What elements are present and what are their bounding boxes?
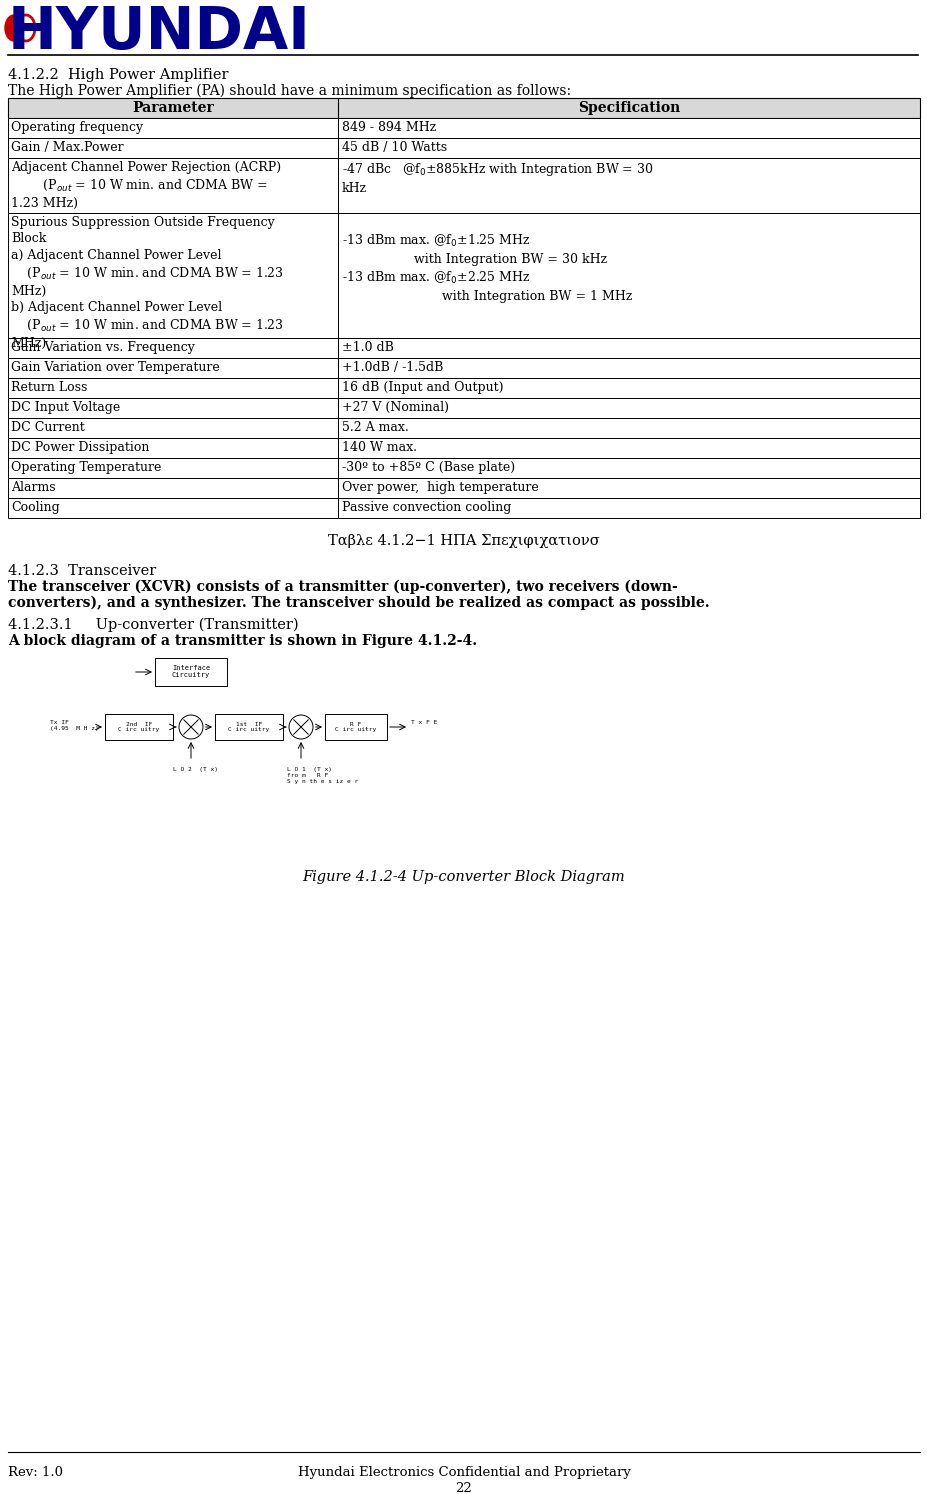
Text: Parameter: Parameter [132,102,213,115]
Bar [8,459,337,478]
Bar [337,214,919,338]
Text: L O 2  (T x): L O 2 (T x) [172,766,218,772]
Text: +1.0dB / -1.5dB: +1.0dB / -1.5dB [342,362,443,374]
Text: The transceiver (XCVR) consists of a transmitter (up-converter), two receivers (: The transceiver (XCVR) consists of a tra… [8,580,677,595]
Bar [8,438,337,459]
Text: Alarms: Alarms [11,481,56,495]
Ellipse shape [5,15,23,40]
Text: T x F E: T x F E [411,720,437,725]
Bar [337,158,919,214]
Text: -30º to +85º C (Base plate): -30º to +85º C (Base plate) [342,462,514,474]
Bar [8,397,337,418]
Text: Operating Temperature: Operating Temperature [11,462,161,474]
Bar [8,359,337,378]
Text: Gain / Max.Power: Gain / Max.Power [11,140,123,154]
Bar [8,418,337,438]
Text: Gain Variation over Temperature: Gain Variation over Temperature [11,362,220,374]
Bar [337,338,919,359]
Bar [324,714,387,740]
Bar [215,714,283,740]
Text: +27 V (Nominal): +27 V (Nominal) [342,400,449,414]
Text: 4.1.2.3.1     Up-converter (Transmitter): 4.1.2.3.1 Up-converter (Transmitter) [8,619,298,632]
Text: Operating frequency: Operating frequency [11,121,143,134]
Text: 849 - 894 MHz: 849 - 894 MHz [342,121,436,134]
Text: 5.2 A max.: 5.2 A max. [342,421,408,433]
Text: Specification: Specification [578,102,679,115]
Text: 4.1.2.2  High Power Amplifier: 4.1.2.2 High Power Amplifier [8,69,228,82]
Text: 45 dB / 10 Watts: 45 dB / 10 Watts [342,140,447,154]
Text: -47 dBc   @f$_0$±885kHz with Integration BW = 30
kHz: -47 dBc @f$_0$±885kHz with Integration B… [342,161,653,194]
Text: Passive convection cooling: Passive convection cooling [342,500,511,514]
Bar [105,714,172,740]
Text: The High Power Amplifier (PA) should have a minimum specification as follows:: The High Power Amplifier (PA) should hav… [8,84,570,99]
Text: Cooling: Cooling [11,500,59,514]
Bar [8,338,337,359]
Bar [337,118,919,137]
Bar [337,438,919,459]
Bar [337,378,919,397]
Text: Hyundai Electronics Confidential and Proprietary: Hyundai Electronics Confidential and Pro… [298,1466,629,1479]
Text: Tx IF
(4.95  M H z): Tx IF (4.95 M H z) [50,720,98,731]
Bar [8,478,337,498]
Text: converters), and a synthesizer. The transceiver should be realized as compact as: converters), and a synthesizer. The tran… [8,596,709,611]
Text: -13 dBm max. @f$_0$±1.25 MHz
                  with Integration BW = 30 kHz
-13 : -13 dBm max. @f$_0$±1.25 MHz with Integr… [342,217,631,303]
Text: Return Loss: Return Loss [11,381,87,394]
Text: Figure 4.1.2-4 Up-converter Block Diagram: Figure 4.1.2-4 Up-converter Block Diagra… [302,870,625,884]
Bar [8,99,919,118]
Text: Ταβλε 4.1.2−1 ΗΠΑ Σπεχιφιχατιονσ: Ταβλε 4.1.2−1 ΗΠΑ Σπεχιφιχατιονσ [328,533,599,548]
Text: 2nd  IF
C irc uitry: 2nd IF C irc uitry [119,722,159,732]
Bar [337,397,919,418]
Text: DC Input Voltage: DC Input Voltage [11,400,121,414]
Bar [337,498,919,518]
Text: HYUNDAI: HYUNDAI [8,4,311,61]
Text: 4.1.2.3  Transceiver: 4.1.2.3 Transceiver [8,565,156,578]
Text: Over power,  high temperature: Over power, high temperature [342,481,539,495]
Bar [337,137,919,158]
Text: R F
C irc uitry: R F C irc uitry [335,722,376,732]
Text: 16 dB (Input and Output): 16 dB (Input and Output) [342,381,503,394]
Bar [8,158,337,214]
Text: 22: 22 [455,1482,472,1494]
Bar [8,137,337,158]
Text: DC Current: DC Current [11,421,84,433]
Bar [337,459,919,478]
Text: Gain Variation vs. Frequency: Gain Variation vs. Frequency [11,341,195,354]
Bar [155,657,227,686]
Text: DC Power Dissipation: DC Power Dissipation [11,441,149,454]
Text: 1st  IF
C irc uitry: 1st IF C irc uitry [228,722,270,732]
Circle shape [179,716,203,740]
Text: 140 W max.: 140 W max. [342,441,416,454]
Circle shape [288,716,312,740]
Text: Interface
Circuitry: Interface Circuitry [171,665,210,678]
Bar [8,378,337,397]
Bar [337,418,919,438]
Text: ±1.0 dB: ±1.0 dB [342,341,393,354]
Bar [337,478,919,498]
Text: Adjacent Channel Power Rejection (ACRP)
        (P$_{out}$ = 10 W min. and CDMA : Adjacent Channel Power Rejection (ACRP) … [11,161,281,209]
Text: Spurious Suppression Outside Frequency
Block
a) Adjacent Channel Power Level
   : Spurious Suppression Outside Frequency B… [11,217,284,350]
Text: A block diagram of a transmitter is shown in Figure 4.1.2-4.: A block diagram of a transmitter is show… [8,633,476,648]
Bar [337,359,919,378]
Text: Rev: 1.0: Rev: 1.0 [8,1466,63,1479]
Bar [8,118,337,137]
Bar [8,214,337,338]
Text: L O 1  (T x)
fro m   R F
S y n th e s iz e r: L O 1 (T x) fro m R F S y n th e s iz e … [286,766,358,783]
Bar [8,498,337,518]
